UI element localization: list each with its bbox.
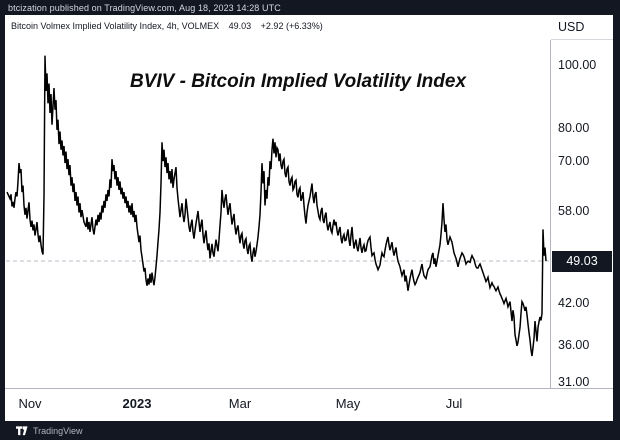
attribution-bar: btcization published on TradingView.com,…	[0, 0, 620, 15]
currency-label: USD	[558, 20, 585, 34]
price-tick-label: 80.00	[558, 121, 590, 135]
time-tick-label: May	[335, 396, 361, 411]
price-tick-label: 36.00	[558, 338, 590, 352]
price-axis-header-separator	[551, 39, 613, 40]
current-price-badge: 49.03	[552, 250, 612, 272]
tradingview-logo-icon[interactable]	[16, 425, 28, 436]
price-tick-label: 31.00	[558, 375, 590, 389]
time-tick-label: 2023	[122, 396, 152, 411]
symbol-header: Bitcoin Volmex Implied Volatility Index,…	[11, 21, 330, 31]
price-tick-label: 100.00	[558, 58, 597, 72]
time-tick-label: Jul	[445, 396, 463, 411]
price-change: +2.92 (+6.33%)	[260, 21, 323, 31]
attribution-link[interactable]: btcization published on TradingView.com,…	[8, 2, 281, 13]
symbol-description: Bitcoin Volmex Implied Volatility Index,…	[11, 21, 220, 31]
price-tick-label: 58.00	[558, 204, 590, 218]
chart-title: BVIV - Bitcoin Implied Volatility Index	[129, 71, 467, 92]
tradingview-brand-text[interactable]: TradingView	[33, 425, 83, 436]
last-price: 49.03	[228, 21, 252, 31]
price-tick-label: 42.00	[558, 296, 590, 310]
price-axis-border	[550, 40, 551, 388]
price-tick-label: 70.00	[558, 154, 590, 168]
footer-bar: TradingView	[0, 421, 620, 440]
time-axis-border	[5, 388, 613, 389]
time-tick-label: Nov	[18, 396, 42, 411]
time-tick-label: Mar	[228, 396, 252, 411]
